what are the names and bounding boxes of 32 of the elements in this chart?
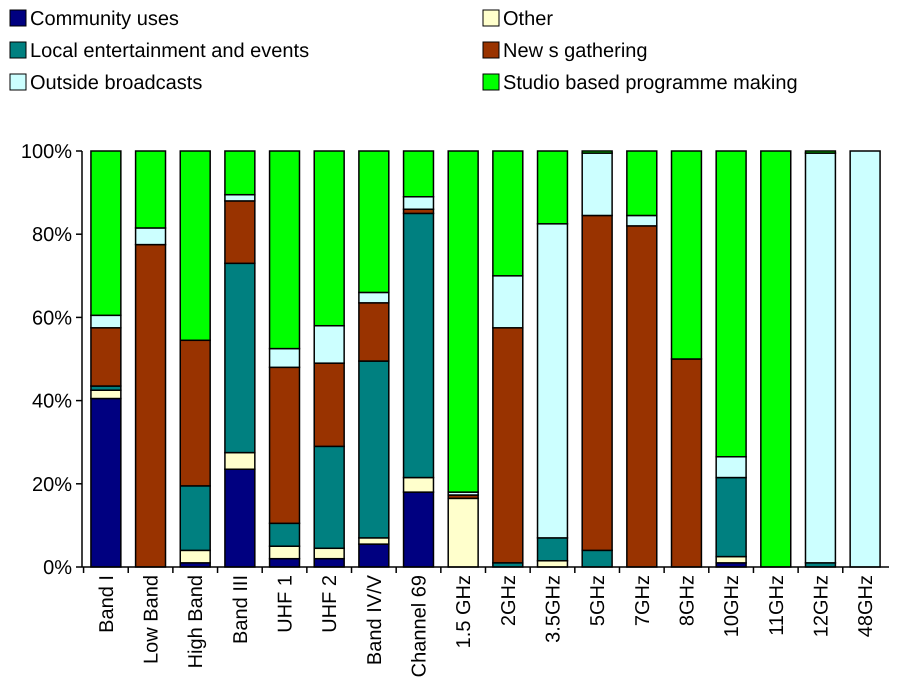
x-tick-label: 5GHz bbox=[587, 575, 610, 626]
x-tick-label: 11GHz bbox=[766, 575, 788, 636]
x-tick-label: Band III bbox=[230, 575, 252, 644]
legend-label: Community uses bbox=[30, 8, 179, 30]
legend-label: Other bbox=[503, 8, 554, 30]
x-tick-label: UHF 1 bbox=[274, 575, 297, 633]
x-tick-label: Band IV/V bbox=[364, 574, 386, 666]
x-tick-label: UHF 2 bbox=[319, 575, 342, 633]
x-tick-label: 48GHz bbox=[855, 575, 878, 638]
legend-label: Studio based programme making bbox=[503, 72, 798, 94]
x-tick-label: Low Band bbox=[140, 575, 163, 664]
x-tick-label: 2GHz bbox=[498, 575, 520, 626]
x-tick-label: 3.5GHz bbox=[542, 575, 564, 643]
x-tick-label: 1.5 GHz bbox=[453, 575, 476, 648]
legend-label: Outside broadcasts bbox=[30, 72, 202, 94]
y-tick-label: 60% bbox=[32, 307, 72, 330]
y-tick-label: 20% bbox=[32, 474, 72, 496]
y-tick-label: 40% bbox=[32, 390, 72, 413]
x-tick-label: High Band bbox=[185, 575, 208, 668]
x-tick-label: 10GHz bbox=[721, 575, 744, 638]
bar bbox=[804, 152, 836, 564]
x-tick-label: 8GHz bbox=[676, 575, 698, 626]
y-tick-label: 0% bbox=[43, 557, 72, 579]
y-tick-label: 100% bbox=[20, 141, 72, 163]
y-tick-label: 80% bbox=[32, 224, 72, 246]
x-tick-label: Channel 69 bbox=[408, 575, 431, 678]
x-tick-label: 7GHz bbox=[632, 575, 654, 626]
bar bbox=[447, 150, 479, 493]
legend-label: New s gathering bbox=[503, 40, 648, 62]
legend-label: Local entertainment and events bbox=[30, 40, 310, 62]
x-tick-label: Band I bbox=[96, 575, 118, 633]
x-tick-label: 12GHz bbox=[810, 575, 832, 638]
